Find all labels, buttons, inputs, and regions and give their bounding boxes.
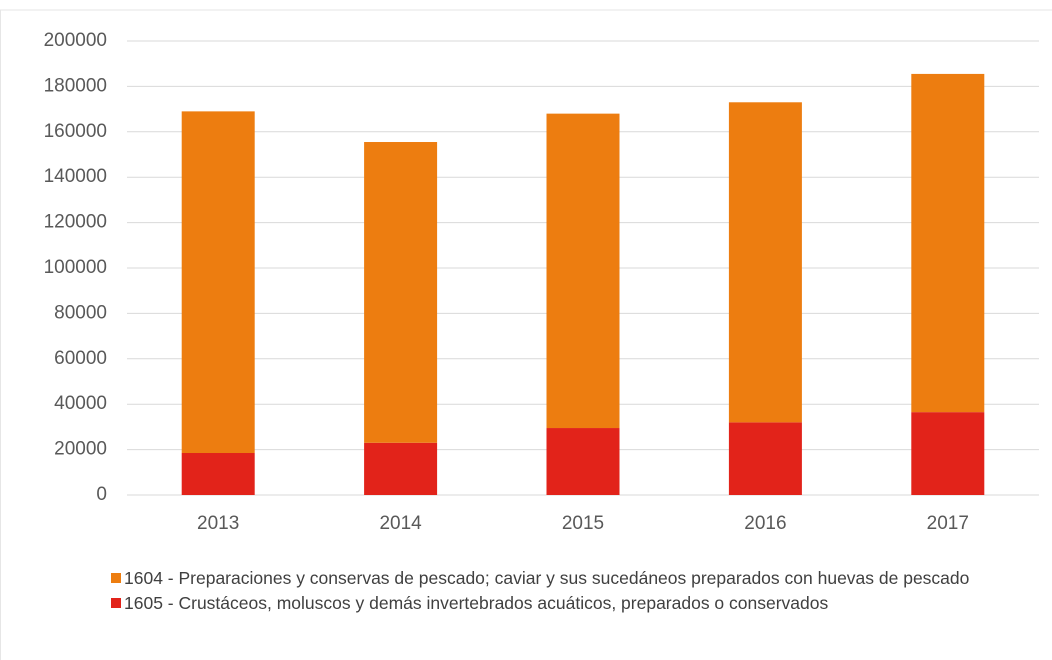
legend: 1604 - Preparaciones y conservas de pesc…: [108, 568, 988, 618]
bar-segment: [911, 73, 985, 413]
bar-segment: [181, 111, 255, 454]
legend-item: 1605 - Crustáceos, moluscos y demás inve…: [108, 593, 988, 614]
bar-segment: [911, 412, 985, 495]
y-tick-label: 60000: [54, 348, 107, 369]
legend-label: 1605 - Crustáceos, moluscos y demás inve…: [124, 593, 829, 613]
x-tick-label: 2013: [197, 513, 239, 534]
legend-item: 1604 - Preparaciones y conservas de pesc…: [108, 568, 988, 589]
y-tick-label: 20000: [54, 439, 107, 460]
bar-segment: [181, 453, 255, 495]
x-tick-label: 2015: [562, 513, 604, 534]
y-tick-label: 120000: [44, 212, 107, 233]
x-tick-label: 2014: [379, 513, 422, 534]
bar-segment: [728, 102, 802, 423]
y-tick-label: 180000: [44, 75, 107, 96]
y-tick-label: 80000: [54, 302, 107, 323]
x-tick-label: 2017: [927, 513, 969, 534]
bar-segment: [728, 422, 802, 495]
y-tick-label: 100000: [44, 257, 107, 278]
y-tick-label: 140000: [44, 166, 107, 187]
bar-segment: [364, 142, 438, 443]
legend-swatch: [111, 598, 121, 608]
bar-segment: [546, 428, 620, 495]
y-tick-label: 0: [96, 484, 107, 505]
x-tick-label: 2016: [744, 513, 786, 534]
y-tick-label: 200000: [44, 30, 107, 51]
y-tick-label: 40000: [54, 393, 107, 414]
bar-segment: [546, 113, 620, 429]
bar-segment: [364, 442, 438, 495]
y-tick-label: 160000: [44, 121, 107, 142]
legend-swatch: [111, 573, 121, 583]
legend-label: 1604 - Preparaciones y conservas de pesc…: [124, 568, 970, 588]
